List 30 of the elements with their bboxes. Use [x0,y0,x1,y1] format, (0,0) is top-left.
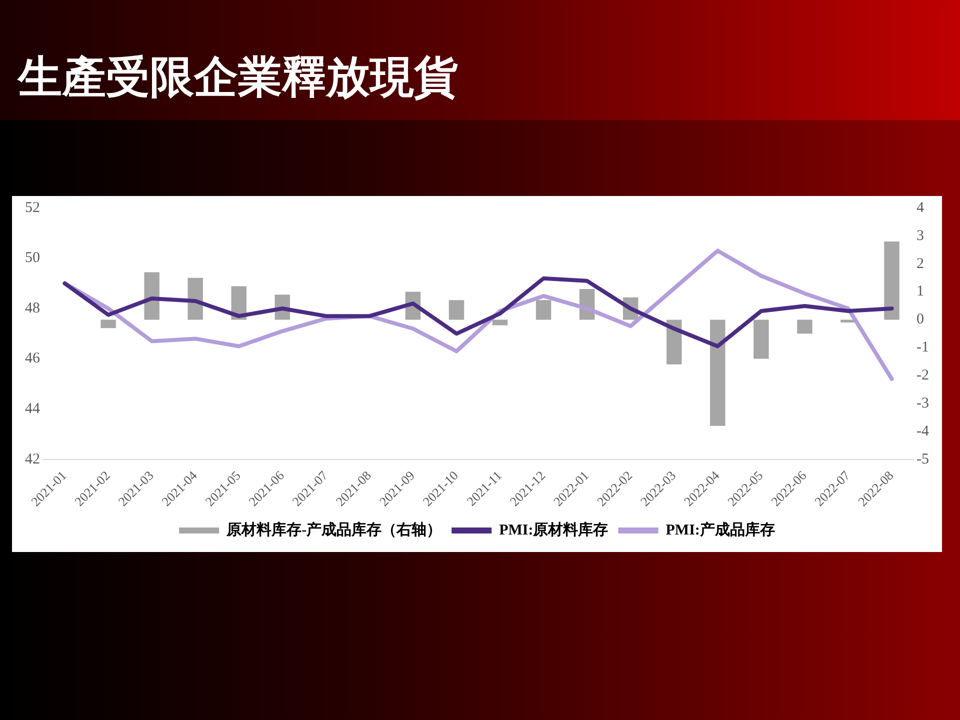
bar [448,300,464,320]
y2-tick-label: 0 [916,312,924,328]
y2-tick-label: 4 [916,200,925,216]
bar [754,320,769,359]
legend-label: PMI:产成品库存 [666,520,775,538]
y2-tick-label: -4 [916,423,930,440]
bar [797,320,812,334]
y-tick-label: 44 [25,401,40,417]
bar [100,320,116,328]
bar [144,272,160,320]
y-tick-label: 50 [25,250,40,266]
y-tick-label: 46 [25,350,40,367]
legend-label: 原材料库存-产成品库存（右轴） [226,520,442,538]
y2-tick-label: -3 [916,395,930,412]
y-tick-label: 48 [25,300,40,316]
bar [536,300,552,320]
y2-tick-label: -5 [916,451,930,468]
y2-tick-label: 3 [916,228,924,244]
chart-title: 生產受限企業釋放現貨 [18,51,458,105]
bar [188,278,203,320]
y-tick-label: 52 [25,200,40,216]
bar [492,320,508,326]
y2-tick-label: 2 [916,256,924,272]
bar [710,320,726,426]
legend-label: PMI:原材料库存 [499,520,608,538]
y2-tick-label: -2 [916,367,930,384]
bar [884,242,900,320]
y-tick-label: 42 [25,451,40,468]
y2-tick-label: -1 [916,340,930,356]
y2-tick-label: 1 [916,284,924,300]
